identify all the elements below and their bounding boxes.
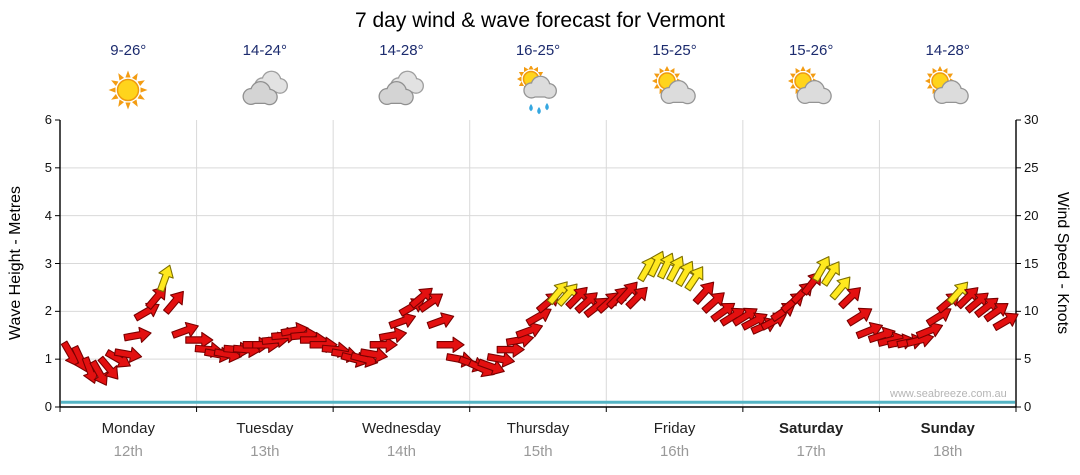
temperature-label: 14-28° (925, 42, 970, 59)
wind-arrow (388, 312, 417, 330)
left-axis-tick-label: 4 (44, 207, 52, 223)
wind-arrow (418, 293, 444, 313)
right-axis-tick-label: 5 (1024, 351, 1032, 367)
weather-icon-box (506, 65, 570, 116)
wind-arrow (821, 261, 840, 287)
wind-arrow (625, 286, 648, 310)
weather-icon-box (233, 66, 297, 116)
weather-icon-box (643, 66, 707, 116)
right-axis-tick-label: 10 (1024, 303, 1039, 319)
wind-arrow (946, 281, 969, 305)
date-label: 18th (933, 443, 963, 460)
day-label: Tuesday (236, 420, 294, 437)
left-axis-tick-label: 6 (44, 112, 52, 127)
wind-arrow (829, 276, 851, 301)
weather-icon-sun-showers (517, 65, 557, 115)
wind-arrow (359, 346, 388, 363)
date-label: 17th (796, 443, 826, 460)
wind-arrow (616, 281, 638, 305)
wind-arrow (123, 326, 152, 343)
day-label: Wednesday (361, 420, 441, 437)
wind-arrow (675, 260, 694, 287)
temperature-label: 15-26° (788, 42, 834, 59)
right-axis-title: Wind Speed - Knots (1054, 191, 1071, 335)
wind-arrow (983, 303, 1009, 323)
weather-icon-box (779, 66, 843, 116)
wind-arrow (426, 312, 455, 330)
wind-arrow (171, 321, 199, 339)
watermark: www.seabreeze.com.au (890, 388, 1007, 400)
left-axis-tick-label: 2 (44, 303, 52, 319)
wind-arrow (666, 255, 685, 283)
temperature-label: 15-25° (652, 42, 697, 59)
right-axis-tick-label: 15 (1024, 255, 1039, 271)
day-label: Sunday (920, 420, 975, 437)
wind-arrow (185, 331, 214, 349)
temperature-label: 14-24° (242, 42, 288, 59)
wind-arrow (992, 312, 1019, 331)
wind-arrow (838, 287, 861, 310)
right-axis-tick-label: 30 (1024, 112, 1039, 127)
right-axis-tick-label: 25 (1024, 159, 1039, 175)
wind-arrow (89, 359, 108, 386)
weather-icon-box (96, 66, 160, 116)
date-label: 15th (523, 443, 553, 460)
wind-arrow (486, 351, 515, 368)
left-axis-title: Wave Height - Metres (7, 185, 24, 341)
wind-arrow (378, 326, 408, 343)
wind-arrow (701, 292, 725, 314)
right-axis-tick-label: 0 (1024, 399, 1032, 414)
weather-icon-partly-cloudy (651, 66, 696, 105)
wind-arrow (515, 321, 544, 339)
wind-arrow (436, 336, 465, 353)
wind-arrow (684, 266, 704, 292)
weather-icon-cloudy (242, 70, 288, 106)
right-axis-tick-label: 20 (1024, 207, 1039, 223)
left-axis-tick-label: 3 (44, 255, 52, 271)
weather-icon-box (369, 66, 433, 116)
left-axis-tick-label: 5 (44, 159, 52, 175)
weather-icon-sunny (108, 70, 148, 110)
day-label: Friday (653, 420, 696, 437)
date-label: 16th (659, 443, 690, 460)
wind-arrow (113, 346, 143, 363)
wind-arrow (97, 355, 119, 380)
date-label: 13th (250, 443, 280, 460)
wind-arrow (145, 286, 167, 310)
day-label: Monday (101, 420, 155, 437)
wind-arrow (163, 290, 184, 315)
weather-icon-box (916, 66, 980, 116)
temperature-label: 9-26° (110, 42, 147, 59)
wind-arrow (496, 341, 525, 358)
weather-icon-cloudy (378, 70, 425, 106)
date-label: 14th (386, 443, 417, 460)
wind-arrow (369, 336, 398, 353)
chart-title: 7 day wind & wave forecast for Vermont (354, 9, 725, 32)
temperature-label: 16-25° (515, 42, 561, 59)
wind-arrow (157, 264, 174, 293)
left-axis-tick-label: 0 (44, 399, 52, 414)
wind-arrow (692, 281, 715, 305)
wind-arrow (657, 252, 675, 280)
wind-arrow (477, 358, 505, 376)
day-label: Thursday (506, 420, 570, 437)
wind-arrow (846, 307, 873, 327)
weather-icon-partly-cloudy (788, 66, 832, 105)
day-label: Saturday (779, 420, 844, 437)
wind-arrow (812, 256, 831, 283)
weather-icon-partly-cloudy (924, 66, 969, 105)
temperature-label: 14-28° (379, 42, 424, 59)
date-label: 12th (113, 443, 143, 460)
left-axis-tick-label: 1 (44, 351, 52, 367)
